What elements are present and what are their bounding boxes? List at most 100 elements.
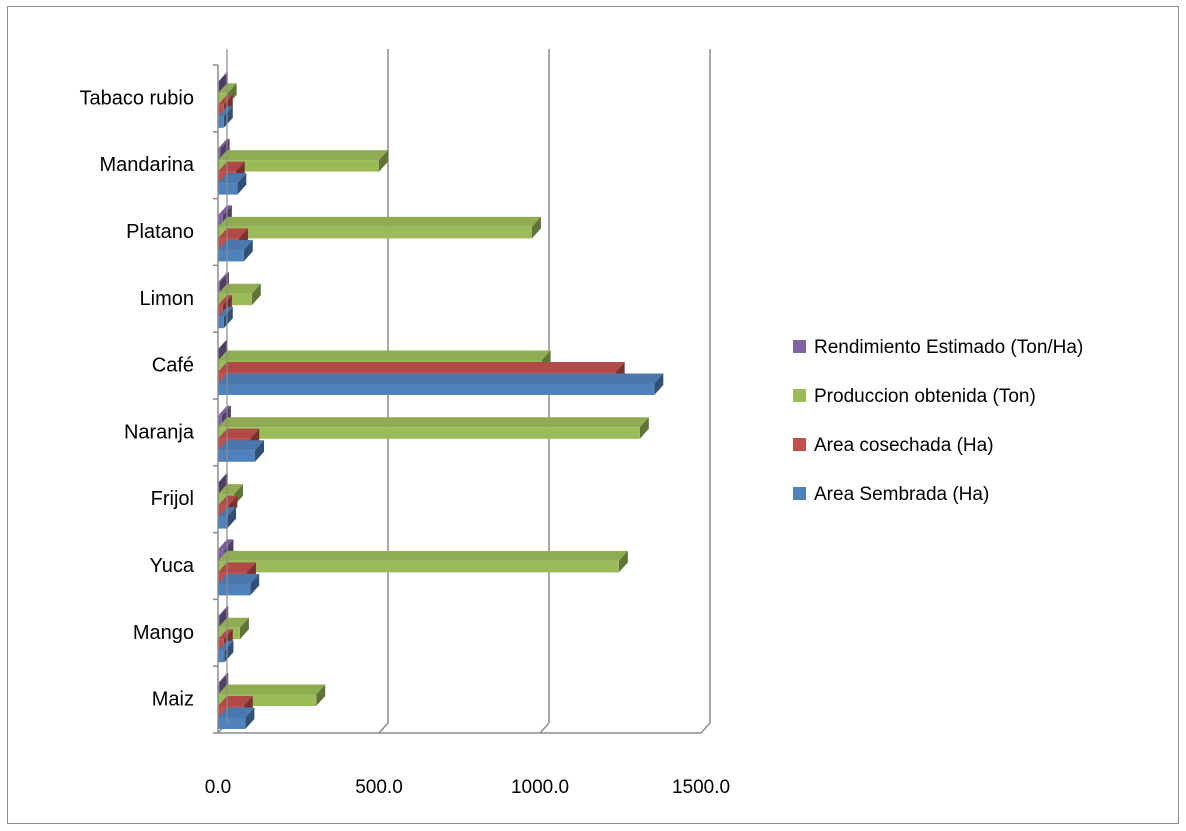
- x-tick-label: 0.0: [205, 777, 231, 798]
- legend-swatch: [793, 340, 806, 353]
- bar-front-face: [218, 505, 229, 518]
- y-tick-label: Mandarina: [99, 154, 194, 176]
- bar-end-face: [654, 373, 664, 395]
- bar-top-face: [218, 205, 232, 216]
- bar-top-face: [218, 228, 248, 239]
- legend-swatch: [793, 487, 806, 500]
- bar: [218, 216, 541, 239]
- bar: [218, 373, 664, 395]
- x-tick-label: 500.0: [355, 777, 403, 798]
- chart-frame: Maiz Mango Yuca Frijol Naranja Café Limon Plata…: [7, 6, 1179, 824]
- floor-gridline: [378, 722, 389, 734]
- bar-front-face: [218, 517, 228, 529]
- bar-front-face: [218, 160, 379, 172]
- bar-front-face: [218, 215, 223, 227]
- bar-top-face: [218, 350, 551, 361]
- bar-top-face: [218, 106, 233, 117]
- x-tick-label: 1000.0: [511, 777, 569, 798]
- bar: [218, 106, 233, 128]
- bar-top-face: [218, 617, 249, 628]
- bar-end-face: [237, 173, 247, 195]
- bar-top-face: [218, 161, 245, 172]
- legend-item: Area cosechada (Ha): [793, 435, 994, 456]
- bar-top-face: [218, 216, 541, 227]
- bar-front-face: [218, 383, 655, 395]
- bar-end-face: [251, 283, 261, 306]
- bar-front-face: [218, 639, 224, 651]
- bar-chart: Maiz Mango Yuca Frijol Naranja Café Limon Plata…: [79, 49, 1083, 798]
- bar-end-face: [245, 707, 255, 729]
- bar-top-face: [218, 295, 232, 306]
- bar-top-face: [218, 94, 233, 105]
- legend-swatch: [793, 438, 806, 451]
- legend-label: Produccion obtenida (Ton): [814, 386, 1036, 407]
- bar-front-face: [218, 560, 619, 573]
- bar-end-face: [531, 216, 541, 239]
- bar-top-face: [218, 272, 229, 283]
- bar-end-face: [223, 306, 233, 329]
- legend-swatch: [793, 389, 806, 402]
- bar-front-face: [218, 305, 223, 317]
- bar-end-face: [618, 550, 628, 573]
- bar-front-face: [218, 415, 222, 428]
- bar-top-face: [218, 573, 260, 584]
- bar-top-face: [218, 283, 261, 294]
- bar-front-face: [218, 293, 252, 306]
- y-tick-label: Mango: [133, 622, 194, 644]
- legend: Rendimiento Estimado (Ton/Ha) Produccion …: [793, 337, 1083, 505]
- bar-top-face: [218, 440, 265, 451]
- legend-label: Area cosechada (Ha): [814, 435, 994, 456]
- bar-top-face: [218, 362, 625, 372]
- bar-top-face: [218, 495, 238, 506]
- bar-front-face: [218, 316, 224, 329]
- floor-gridline: [539, 722, 550, 734]
- bar-front-face: [218, 116, 224, 128]
- bars: [218, 71, 664, 729]
- bar-top-face: [218, 306, 233, 317]
- bar-front-face: [218, 549, 225, 561]
- bar-front-face: [218, 450, 256, 462]
- bar-top-face: [218, 339, 228, 349]
- legend-label: Rendimiento Estimado (Ton/Ha): [814, 337, 1083, 358]
- bar-top-face: [218, 673, 229, 683]
- axes: [213, 49, 701, 734]
- bar-end-face: [218, 339, 228, 361]
- bar-front-face: [218, 694, 317, 706]
- bar-top-face: [218, 150, 388, 161]
- bar-front-face: [218, 717, 246, 729]
- y-tick-label: Maiz: [152, 689, 194, 711]
- bar: [218, 417, 649, 439]
- y-tick-label: Yuca: [150, 555, 195, 577]
- bar-end-face: [250, 573, 260, 596]
- bar-end-face: [223, 106, 233, 128]
- bar-front-face: [218, 104, 224, 117]
- bar: [218, 173, 247, 195]
- y-tick-label: Café: [152, 355, 194, 377]
- bar-end-face: [219, 606, 229, 628]
- bar-top-face: [218, 173, 247, 184]
- bar-end-face: [227, 507, 237, 529]
- bar-top-face: [218, 539, 234, 550]
- bar: [218, 150, 388, 172]
- y-tick-label: Naranja: [124, 421, 195, 443]
- bar-front-face: [218, 282, 220, 294]
- legend-item: Rendimiento Estimado (Ton/Ha): [793, 337, 1083, 358]
- bar: [218, 283, 261, 306]
- bar-top-face: [218, 550, 628, 561]
- bar-end-face: [243, 239, 253, 262]
- bar: [218, 684, 326, 706]
- bar-front-face: [218, 249, 244, 262]
- bar-top-face: [218, 472, 228, 483]
- bar-top-face: [218, 684, 326, 695]
- bar-front-face: [218, 93, 228, 105]
- bar-front-face: [218, 650, 225, 663]
- bar-end-face: [255, 440, 265, 462]
- bar-top-face: [218, 606, 229, 617]
- bar-end-face: [639, 417, 649, 439]
- labels: Maiz Mango Yuca Frijol Naranja Café Limon Plata…: [79, 87, 730, 798]
- bar-top-face: [218, 373, 664, 384]
- bar-top-face: [218, 71, 228, 82]
- bar-end-face: [239, 617, 249, 640]
- bar-top-face: [218, 629, 233, 640]
- bar-top-face: [218, 428, 260, 439]
